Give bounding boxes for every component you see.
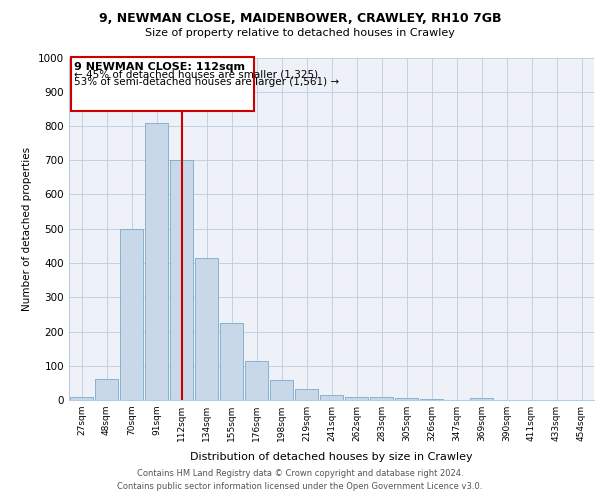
Bar bbox=[345, 396, 368, 400]
Bar bbox=[71, 58, 254, 110]
Bar bbox=[195, 258, 218, 400]
Text: 53% of semi-detached houses are larger (1,561) →: 53% of semi-detached houses are larger (… bbox=[74, 76, 339, 86]
Bar bbox=[395, 398, 418, 400]
Text: Contains HM Land Registry data © Crown copyright and database right 2024.: Contains HM Land Registry data © Crown c… bbox=[137, 468, 463, 477]
Bar bbox=[120, 229, 143, 400]
Bar bbox=[270, 380, 293, 400]
Bar bbox=[320, 395, 343, 400]
Text: Contains public sector information licensed under the Open Government Licence v3: Contains public sector information licen… bbox=[118, 482, 482, 491]
Bar bbox=[170, 160, 193, 400]
Bar bbox=[245, 362, 268, 400]
X-axis label: Distribution of detached houses by size in Crawley: Distribution of detached houses by size … bbox=[190, 452, 473, 462]
Bar bbox=[145, 122, 168, 400]
Text: ← 45% of detached houses are smaller (1,325): ← 45% of detached houses are smaller (1,… bbox=[74, 69, 318, 79]
Bar bbox=[295, 388, 318, 400]
Bar bbox=[70, 398, 93, 400]
Text: 9, NEWMAN CLOSE, MAIDENBOWER, CRAWLEY, RH10 7GB: 9, NEWMAN CLOSE, MAIDENBOWER, CRAWLEY, R… bbox=[99, 12, 501, 26]
Bar bbox=[420, 399, 443, 400]
Text: Size of property relative to detached houses in Crawley: Size of property relative to detached ho… bbox=[145, 28, 455, 38]
Bar bbox=[470, 398, 493, 400]
Text: 9 NEWMAN CLOSE: 112sqm: 9 NEWMAN CLOSE: 112sqm bbox=[74, 62, 245, 72]
Bar bbox=[220, 323, 243, 400]
Bar bbox=[95, 380, 118, 400]
Bar bbox=[370, 398, 393, 400]
Y-axis label: Number of detached properties: Number of detached properties bbox=[22, 146, 32, 311]
